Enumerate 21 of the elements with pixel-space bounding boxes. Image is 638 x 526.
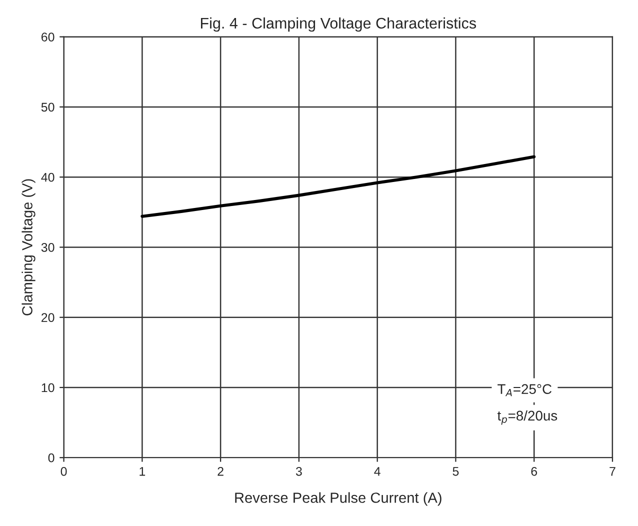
y-tick-label: 30 bbox=[41, 243, 54, 252]
y-tick-label: 50 bbox=[41, 102, 54, 112]
x-tick-label: 7 bbox=[610, 467, 616, 476]
x-tick-label: 5 bbox=[452, 467, 459, 476]
x-tick-label: 4 bbox=[374, 467, 380, 476]
annotation: t$_{p}$=8/20us bbox=[497, 410, 558, 425]
y-tick-label: 60 bbox=[42, 32, 54, 42]
x-tick-label: 1 bbox=[140, 467, 146, 476]
annotation: T$_{A}$=25°C bbox=[498, 384, 552, 396]
x-axis-title: Reverse Peak Pulse Current (A) bbox=[235, 492, 442, 506]
y-tick-label: 0 bbox=[48, 453, 54, 462]
y-tick-label: 10 bbox=[42, 383, 54, 392]
y-tick-label: 40 bbox=[41, 172, 54, 182]
x-tick-label: 2 bbox=[218, 466, 224, 476]
y-axis-title: Clamping Voltage (V) bbox=[22, 179, 36, 316]
y-tick-label: 20 bbox=[42, 313, 54, 322]
x-tick-label: 6 bbox=[531, 466, 538, 476]
x-tick-label: 3 bbox=[296, 466, 302, 476]
x-tick-label: 0 bbox=[60, 466, 67, 476]
line-series bbox=[140, 155, 536, 218]
chart-title: Fig. 4 - Clamping Voltage Characteristics bbox=[200, 17, 476, 32]
